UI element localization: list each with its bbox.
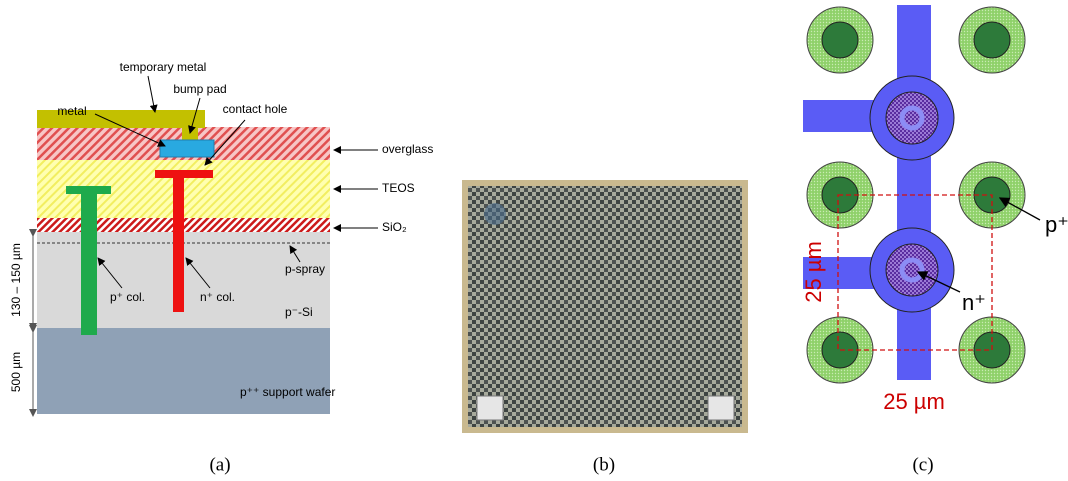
label: n⁺ col.: [200, 290, 235, 304]
dimension-label: 25 µm: [883, 389, 945, 414]
p-core: [974, 22, 1010, 58]
label: temporary metal: [120, 60, 207, 74]
label: p⁺⁺ support wafer: [240, 385, 335, 399]
caption: (a): [209, 454, 230, 475]
pad: [477, 396, 503, 420]
n-implant: [886, 92, 938, 144]
caption: (c): [912, 454, 933, 475]
panel-c: 25 µm 25 µm p⁺ n⁺ (c): [801, 5, 1068, 475]
label: contact hole: [223, 102, 288, 116]
n-col: [173, 175, 184, 312]
label: overglass: [382, 142, 433, 156]
label: n⁺: [962, 290, 986, 315]
label: p⁻-Si: [285, 305, 313, 319]
figure: 130 – 150 µm 500 µm temporary metal bump…: [0, 0, 1068, 481]
dimension-label: 25 µm: [801, 241, 826, 303]
pad: [708, 396, 734, 420]
label: p⁺ col.: [110, 290, 145, 304]
panel-a: 130 – 150 µm 500 µm temporary metal bump…: [9, 60, 433, 475]
metal-line: [897, 5, 931, 380]
chip-photo: [468, 186, 742, 427]
support-wafer: [37, 328, 330, 414]
caption: (b): [593, 454, 615, 475]
label: 500 µm: [9, 352, 23, 392]
label: SiO₂: [382, 220, 407, 234]
label: p⁺: [1045, 212, 1068, 237]
spot: [484, 203, 506, 225]
n-implant: [886, 244, 938, 296]
label: TEOS: [382, 181, 415, 195]
label: bump pad: [173, 82, 226, 96]
bump-pad: [160, 140, 214, 157]
label: p-spray: [285, 262, 325, 276]
label: metal: [57, 104, 86, 118]
p-col: [81, 190, 97, 335]
label: 130 – 150 µm: [9, 243, 23, 317]
p-core: [822, 22, 858, 58]
arrow: [148, 76, 155, 112]
panel-b: (b): [462, 180, 748, 475]
